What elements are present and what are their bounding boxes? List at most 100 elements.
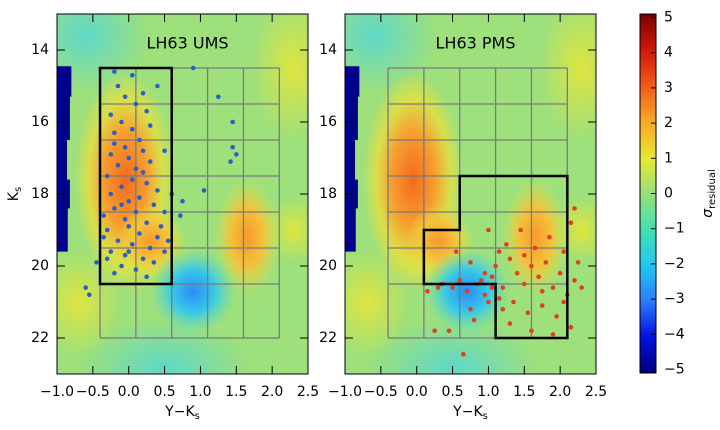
point (457, 278, 463, 283)
point (112, 206, 117, 211)
point (119, 202, 124, 208)
y-axis-label: Ks (6, 187, 24, 201)
point (435, 285, 441, 290)
point (525, 310, 531, 316)
point (162, 249, 167, 254)
point (496, 296, 502, 301)
selection-box (422, 174, 569, 340)
point (165, 238, 171, 244)
point (511, 299, 516, 305)
point (432, 328, 437, 334)
point (471, 317, 477, 323)
point (507, 256, 513, 262)
point (151, 260, 157, 265)
point (557, 270, 563, 276)
point (108, 152, 114, 157)
point (216, 94, 221, 100)
panel-title: LH63 PMS (436, 34, 516, 53)
y-tick-label: 20 (31, 258, 49, 274)
point (228, 159, 233, 164)
colorbar-tick-label: 2 (664, 115, 673, 131)
y-tick-label: 20 (319, 258, 337, 274)
colorbar-label-main: σ (700, 208, 716, 218)
y-tick-label: 14 (31, 42, 49, 58)
x-tick-label: 1.0 (189, 384, 211, 400)
point (122, 216, 128, 222)
point (104, 227, 110, 233)
y-tick-label: 18 (31, 186, 49, 202)
point (158, 224, 164, 229)
point (140, 170, 146, 175)
x-tick-label: 0.0 (406, 384, 428, 400)
point (550, 332, 556, 337)
point (482, 270, 488, 276)
point (579, 285, 584, 290)
point (122, 144, 128, 150)
point (489, 285, 495, 290)
point (122, 252, 128, 258)
point (147, 123, 153, 128)
point (130, 72, 135, 78)
point (504, 242, 509, 247)
point (550, 285, 556, 290)
point (112, 69, 117, 74)
point (453, 249, 459, 254)
y-axis-label-main: K (6, 191, 22, 201)
x-tick-label: 0.0 (118, 384, 140, 400)
colorbar-tick-label: 4 (664, 45, 673, 61)
point (122, 94, 128, 100)
point (140, 256, 146, 262)
point (493, 263, 498, 269)
point (126, 198, 132, 204)
colorbar-tick-label: −1 (664, 221, 685, 237)
x-tick-label: 2.5 (585, 384, 607, 400)
point (536, 274, 541, 280)
point (486, 227, 491, 233)
x-axis-label-sub: s (195, 411, 200, 422)
x-tick-label: −1.0 (40, 384, 74, 400)
point (108, 112, 114, 118)
point (464, 288, 470, 294)
y-tick-label: 16 (319, 114, 337, 130)
colorbar-tick-label: −5 (664, 361, 685, 377)
point (104, 256, 110, 262)
x-tick-label: 1.5 (225, 384, 247, 400)
point (543, 260, 549, 265)
map-blob (502, 179, 568, 295)
point (521, 281, 527, 287)
y-tick-label: 22 (319, 330, 337, 346)
point (133, 166, 139, 172)
point (547, 234, 552, 240)
point (112, 141, 117, 146)
point (521, 252, 527, 258)
point (115, 238, 121, 244)
point (507, 321, 513, 326)
selection-box (98, 66, 173, 286)
x-axis-label-sub: s (483, 411, 488, 422)
x-tick-label: 1.0 (477, 384, 499, 400)
masked-strip (345, 66, 360, 252)
point (108, 249, 114, 254)
map-blob (552, 197, 596, 263)
point (137, 231, 142, 236)
map-blob (538, 14, 596, 140)
point (119, 184, 124, 190)
y-tick-label: 22 (31, 330, 49, 346)
background-map (57, 14, 308, 374)
point (468, 306, 473, 312)
colorbar-tick-label: −3 (664, 291, 685, 307)
point (155, 188, 160, 193)
colorbar-label-sub: residual (707, 169, 718, 209)
background-map (345, 14, 596, 374)
point (101, 213, 106, 218)
map-blob (214, 179, 280, 295)
point (539, 303, 545, 308)
colorbar-tick-label: 1 (664, 150, 673, 166)
point (140, 148, 146, 154)
point (500, 285, 506, 290)
point (201, 188, 207, 193)
point (119, 263, 124, 269)
y-tick-label: 16 (31, 114, 49, 130)
y-tick-label: 14 (319, 42, 337, 58)
